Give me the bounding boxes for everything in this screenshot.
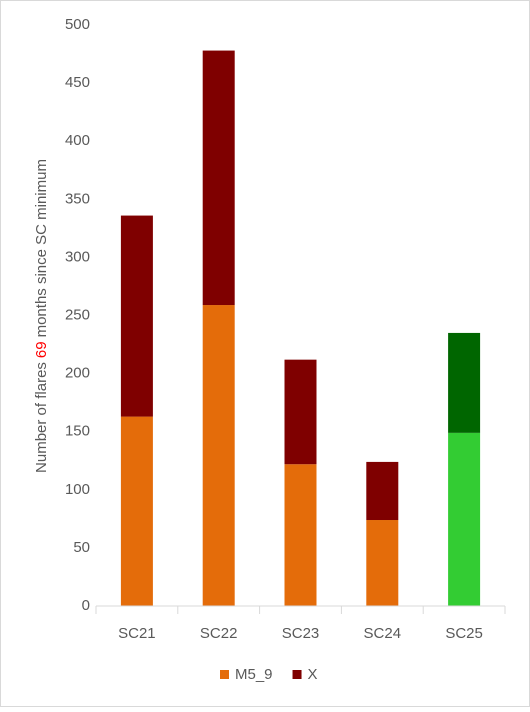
bar-segment xyxy=(284,464,317,606)
legend-swatch xyxy=(220,670,229,679)
legend-label: M5_9 xyxy=(235,666,273,683)
x-tick-label: SC24 xyxy=(364,625,402,642)
bar-segment xyxy=(202,305,235,606)
bar-segment xyxy=(366,461,399,521)
y-axis-label-part: 69 xyxy=(33,341,50,358)
bar-segment xyxy=(202,50,235,306)
y-tick-label: 100 xyxy=(65,481,90,498)
y-tick-label: 0 xyxy=(82,597,90,614)
bar-segment xyxy=(366,520,399,606)
bar-segment xyxy=(284,359,317,465)
legend-label: X xyxy=(308,666,318,683)
y-tick-label: 400 xyxy=(65,132,90,149)
bar-segment xyxy=(448,432,481,606)
y-tick-label: 500 xyxy=(65,16,90,33)
x-tick-label: SC23 xyxy=(282,625,320,642)
y-tick-label: 200 xyxy=(65,365,90,382)
x-tick-label: SC22 xyxy=(200,625,238,642)
y-tick-label: 150 xyxy=(65,423,90,440)
y-axis-label-part: months since SC minimum xyxy=(33,159,50,337)
x-tick-label: SC25 xyxy=(445,625,483,642)
bar-segment xyxy=(120,215,153,417)
x-tick-label: SC21 xyxy=(118,625,156,642)
y-tick-label: 350 xyxy=(65,190,90,207)
bar-segment xyxy=(448,332,481,433)
y-tick-label: 450 xyxy=(65,74,90,91)
bar-segment xyxy=(120,416,153,606)
legend-swatch xyxy=(292,670,302,679)
y-tick-label: 50 xyxy=(73,539,90,556)
y-axis-label-part: Number of flares xyxy=(33,362,50,473)
y-tick-label: 300 xyxy=(65,248,90,265)
y-tick-label: 250 xyxy=(65,306,90,323)
y-axis-label: Number of flares 69 months since SC minimu… xyxy=(33,159,50,473)
